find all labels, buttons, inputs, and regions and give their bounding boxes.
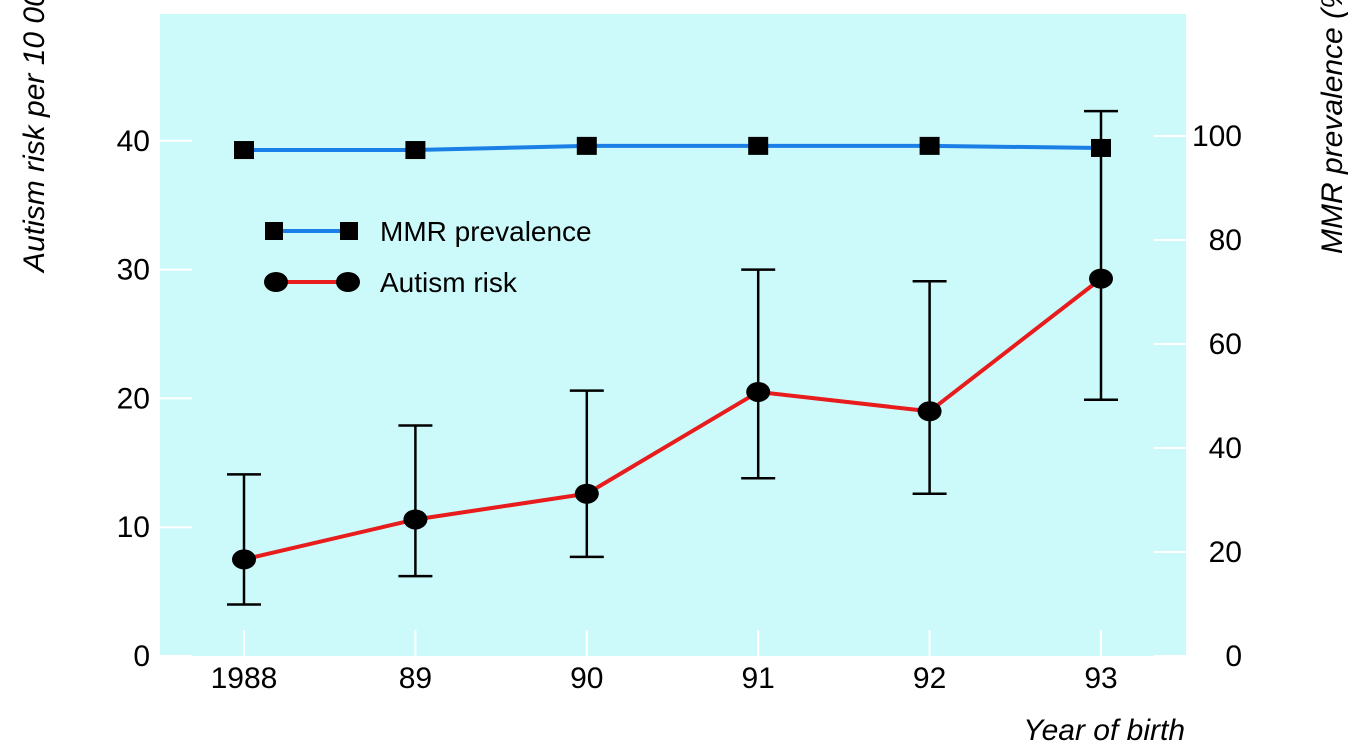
right-tick-label: 60 <box>1209 328 1242 361</box>
legend-marker-mmr <box>265 222 283 240</box>
right-tick-label: 40 <box>1209 432 1242 465</box>
mmr-prevalence-point <box>405 141 425 159</box>
left-tick-label: 40 <box>117 125 150 158</box>
legend-marker-autism <box>264 272 288 292</box>
x-tick-label: 92 <box>913 662 946 695</box>
mmr-prevalence-point <box>748 137 768 155</box>
mmr-prevalence-point <box>234 141 254 159</box>
autism-risk-point <box>575 484 599 504</box>
left-tick-label: 0 <box>133 640 150 673</box>
autism-risk-point <box>1089 269 1113 289</box>
right-tick-label: 0 <box>1225 640 1242 673</box>
x-tick-label: 93 <box>1084 662 1117 695</box>
legend-marker-mmr <box>340 222 358 240</box>
y-axis-left-title: Autism risk per 10 000 <box>18 0 51 274</box>
autism-risk-point <box>403 509 427 529</box>
left-tick-label: 20 <box>117 382 150 415</box>
x-tick-label: 91 <box>742 662 775 695</box>
left-tick-label: 30 <box>117 254 150 287</box>
right-tick-label: 20 <box>1209 536 1242 569</box>
mmr-prevalence-point <box>1091 139 1111 157</box>
legend-marker-autism <box>336 272 360 292</box>
mmr-prevalence-point <box>920 137 940 155</box>
x-tick-label: 89 <box>399 662 432 695</box>
x-axis-title: Year of birth <box>1023 714 1185 745</box>
legend-label-autism: Autism risk <box>380 267 518 298</box>
autism-risk-point <box>918 401 942 421</box>
right-tick-label: 80 <box>1209 224 1242 257</box>
x-tick-label: 90 <box>570 662 603 695</box>
left-tick-label: 10 <box>117 511 150 544</box>
legend-label-mmr: MMR prevalence <box>380 216 592 247</box>
x-tick-label: 1988 <box>211 662 278 695</box>
autism-risk-point <box>232 549 256 569</box>
mmr-prevalence-point <box>577 137 597 155</box>
autism-risk-point <box>746 382 770 402</box>
y-axis-right-title: MMR prevalence (%) <box>1316 0 1349 254</box>
right-tick-label: 100 <box>1192 120 1242 153</box>
plot-area <box>160 14 1186 656</box>
